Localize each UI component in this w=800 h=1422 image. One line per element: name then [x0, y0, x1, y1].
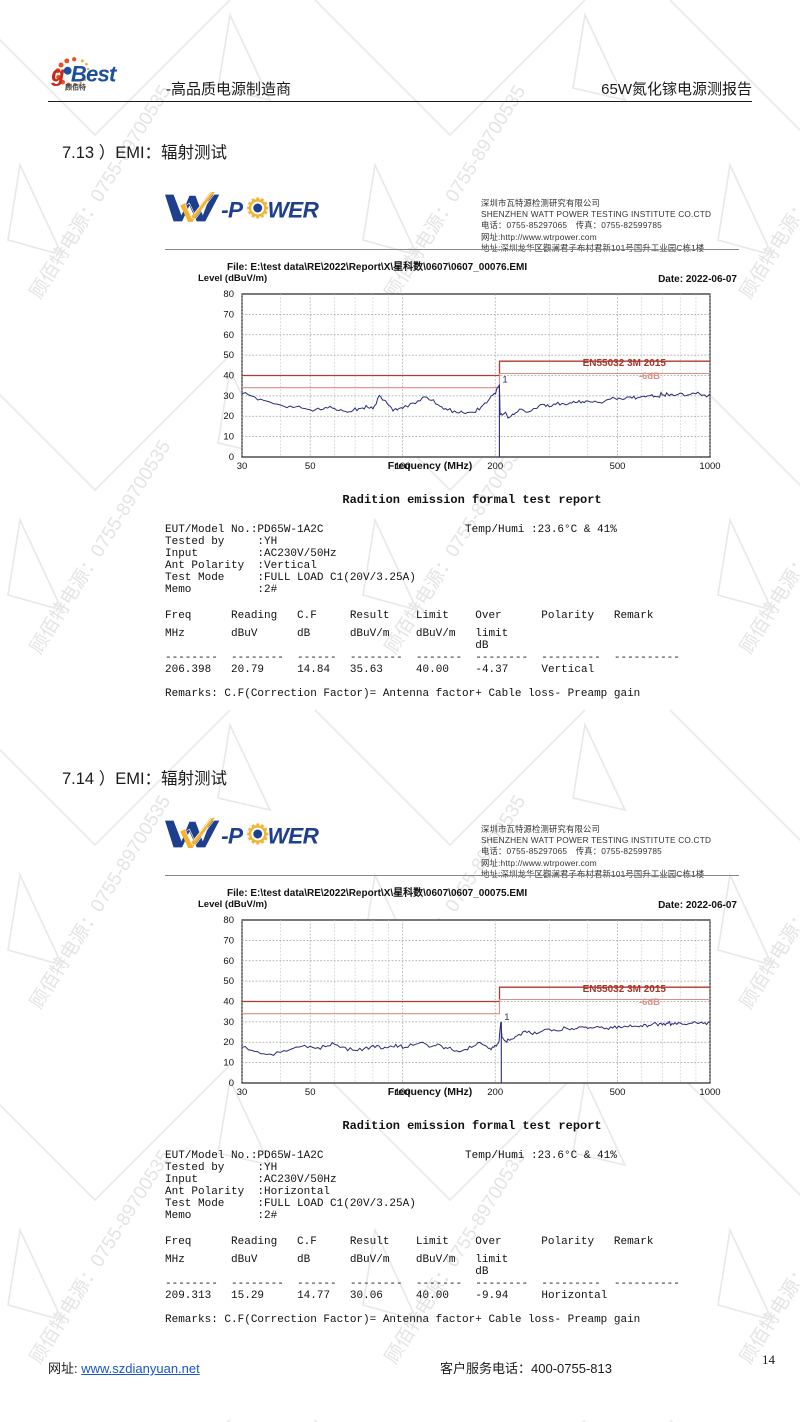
svg-text:g: g — [50, 61, 65, 86]
svg-text:80: 80 — [223, 289, 234, 300]
svg-text:Best: Best — [71, 61, 118, 86]
svg-text:70: 70 — [223, 309, 234, 320]
svg-text:20: 20 — [223, 411, 234, 422]
svg-text:顾佰特: 顾佰特 — [65, 83, 86, 92]
svg-text:500: 500 — [610, 461, 626, 472]
svg-text:1000: 1000 — [699, 1087, 720, 1098]
svg-text:-P: -P — [221, 198, 244, 223]
svg-text:60: 60 — [223, 330, 234, 341]
svg-text:WER: WER — [267, 824, 319, 849]
svg-text:30: 30 — [223, 391, 234, 402]
svg-text:10: 10 — [223, 1058, 234, 1069]
svg-text:10: 10 — [223, 432, 234, 443]
svg-text:60: 60 — [223, 956, 234, 967]
svg-text:WER: WER — [267, 198, 319, 223]
svg-text:-P: -P — [221, 824, 244, 849]
svg-text:0: 0 — [229, 452, 234, 463]
svg-text:1: 1 — [502, 375, 507, 386]
svg-text:70: 70 — [223, 935, 234, 946]
svg-text:80: 80 — [223, 915, 234, 926]
svg-text:1000: 1000 — [699, 461, 720, 472]
svg-text:200: 200 — [487, 461, 503, 472]
svg-text:0: 0 — [229, 1078, 234, 1089]
svg-text:30: 30 — [223, 1017, 234, 1028]
svg-text:200: 200 — [487, 1087, 503, 1098]
svg-text:50: 50 — [305, 1087, 316, 1098]
svg-text:30: 30 — [237, 1087, 248, 1098]
svg-text:1: 1 — [504, 1012, 509, 1023]
svg-text:50: 50 — [223, 350, 234, 361]
svg-text:40: 40 — [223, 371, 234, 382]
svg-text:20: 20 — [223, 1037, 234, 1048]
svg-text:30: 30 — [237, 461, 248, 472]
svg-text:40: 40 — [223, 997, 234, 1008]
svg-text:50: 50 — [223, 976, 234, 987]
svg-text:50: 50 — [305, 461, 316, 472]
svg-text:500: 500 — [610, 1087, 626, 1098]
